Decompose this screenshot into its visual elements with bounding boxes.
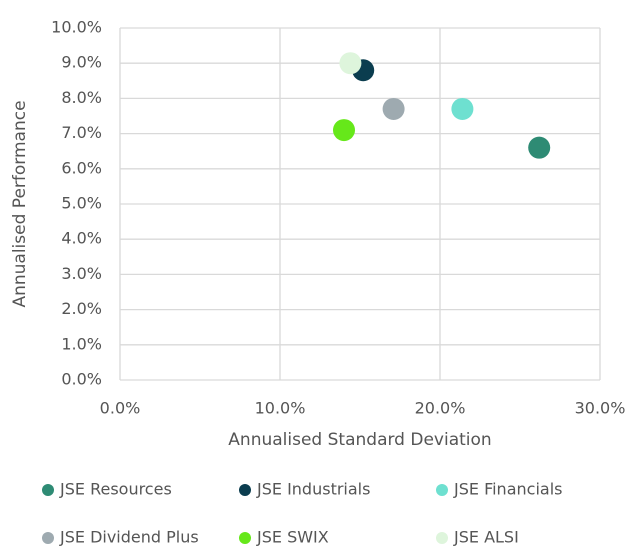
x-axis-title: Annualised Standard Deviation — [228, 430, 491, 450]
y-tick-label: 8.0% — [61, 88, 102, 107]
point — [339, 52, 362, 75]
legend-marker — [42, 532, 54, 544]
legend-marker — [436, 484, 448, 496]
y-tick-label: 3.0% — [61, 264, 102, 283]
legend-label: JSE SWIX — [256, 528, 329, 546]
legend-label: JSE Financials — [453, 480, 562, 499]
y-tick-label: 0.0% — [61, 370, 102, 389]
y-axis-title: Annualised Performance — [10, 100, 30, 307]
y-tick-label: 7.0% — [61, 123, 102, 142]
legend-marker — [239, 532, 251, 544]
y-tick-label: 9.0% — [61, 53, 102, 72]
x-tick-label: 20.0% — [415, 399, 466, 418]
point — [333, 119, 355, 142]
y-tick-label: 5.0% — [61, 194, 102, 213]
y-tick-label: 6.0% — [61, 158, 102, 177]
legend-marker — [436, 532, 448, 544]
y-tick-label: 4.0% — [61, 229, 102, 248]
x-tick-label: 0.0% — [100, 399, 141, 418]
x-tick-label: 30.0% — [575, 399, 626, 418]
y-tick-label: 1.0% — [61, 334, 102, 353]
legend-label: JSE ALSI — [453, 528, 519, 546]
legend-marker — [42, 484, 54, 496]
legend-marker — [239, 484, 251, 496]
legend-label: JSE Resources — [59, 480, 172, 499]
point — [382, 97, 405, 120]
y-tick-label: 2.0% — [61, 299, 102, 318]
point — [451, 97, 474, 120]
point — [528, 136, 551, 159]
legend-label: JSE Dividend Plus — [59, 528, 199, 546]
x-tick-label: 10.0% — [255, 399, 306, 418]
legend-label: JSE Industrials — [256, 480, 370, 499]
y-tick-label: 10.0% — [51, 18, 102, 37]
